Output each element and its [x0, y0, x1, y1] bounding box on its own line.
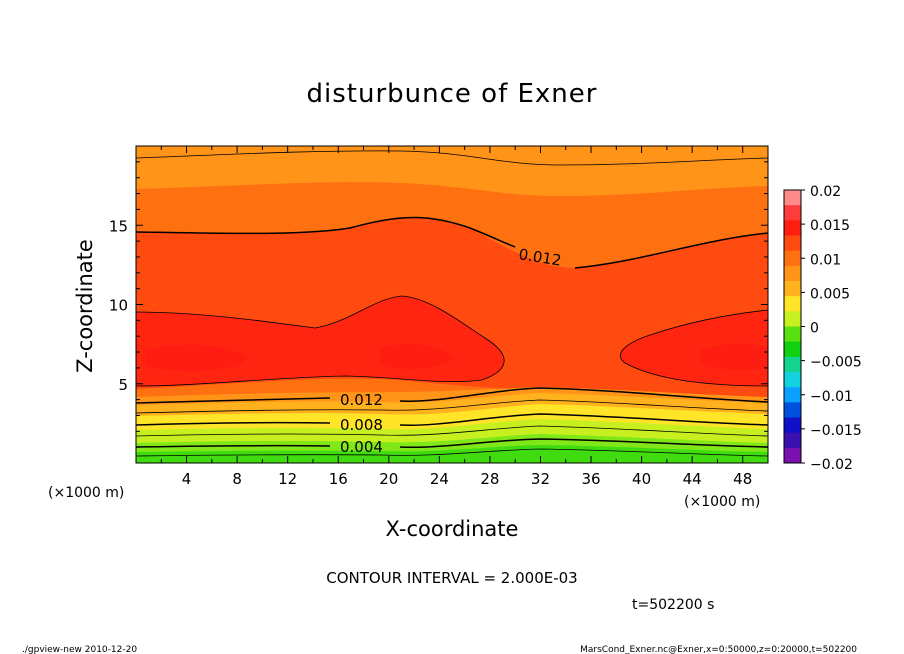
contour-label-0.012-lower: 0.012: [340, 391, 383, 409]
x-unit-left: (×1000 m): [48, 485, 124, 501]
contour-line-upper: [136, 150, 768, 166]
colorbar-swatch: [784, 190, 801, 206]
footer-left: ./gpview-new 2010-12-20: [22, 645, 137, 654]
colorbar-swatch: [784, 447, 801, 464]
contour-interval-text: CONTOUR INTERVAL = 2.000E-03: [326, 569, 577, 587]
colorbar-tick-label: −0.005: [810, 355, 862, 371]
colorbar-swatch: [784, 341, 801, 358]
colorbar-swatch: [784, 387, 801, 403]
colorbar-swatch: [784, 296, 801, 312]
x-tick-label: 8: [232, 470, 242, 488]
colorbar-swatch: [784, 265, 801, 282]
contour-line-0.006: [136, 425, 768, 437]
contour-line-inner-right: [620, 309, 768, 387]
y-tick-label: 5: [118, 376, 128, 394]
colorbar-tick-label: 0.01: [810, 252, 841, 268]
y-tick-label: 15: [109, 217, 128, 235]
colorbar-swatch: [784, 205, 801, 221]
x-axis-label: X-coordinate: [386, 517, 519, 541]
colorbar-swatch: [784, 281, 801, 297]
chart-title: disturbunce of Exner: [307, 79, 598, 109]
x-tick-label: 12: [278, 470, 297, 488]
x-tick-label: 36: [581, 470, 600, 488]
colorbar-swatch: [784, 326, 801, 343]
contour-line-0.002: [136, 448, 768, 457]
x-tick-label: 20: [379, 470, 398, 488]
colorbar-labels: 0.02 0.015 0.01 0.005 0 −0.005 −0.01 −0.015 −0.0…: [801, 184, 862, 473]
band-peak-left: [145, 344, 250, 372]
colorbar-tick-label: 0: [810, 321, 819, 337]
colorbar-swatch: [784, 372, 801, 388]
colorbar-tick-label: 0.005: [810, 286, 850, 302]
contour-label-0.008: 0.008: [340, 416, 383, 434]
colorbar-tick-label: 0.02: [810, 184, 841, 200]
contour-line-inner-left: [136, 295, 505, 387]
x-tick-label: 40: [632, 470, 651, 488]
contour-line-0.012-lower: [136, 387, 768, 404]
colorbar-swatch: [784, 417, 801, 434]
colorbar-swatch: [784, 235, 801, 252]
time-label: t=502200 s: [632, 597, 714, 613]
footer-right: MarsCond_Exner.nc@Exner,x=0:50000,z=0:20…: [580, 645, 857, 654]
contour-line-0.004: [136, 438, 768, 449]
contour-fill: [136, 146, 768, 463]
contour-line-0.010: [136, 399, 768, 414]
contour-label-0.004: 0.004: [340, 438, 383, 456]
colorbar-tick-label: −0.015: [810, 423, 862, 439]
colorbar-swatch: [784, 220, 801, 236]
colorbar-swatch: [784, 432, 801, 449]
x-tick-label: 4: [182, 470, 192, 488]
contour-line-0.012-upper: [136, 216, 768, 269]
band-peak-center: [380, 344, 455, 370]
contour-line-0.008: [136, 413, 768, 426]
colorbar-tick-label: −0.02: [810, 457, 853, 473]
y-tick-label: 10: [109, 297, 128, 315]
y-axis-label: Z-coordinate: [73, 239, 97, 373]
colorbar: [784, 190, 801, 464]
y-axis-ticks: 5 10 15: [109, 161, 768, 448]
x-unit-right: (×1000 m): [684, 494, 760, 510]
colorbar-swatch: [784, 356, 801, 373]
x-axis-ticks: 4 8 12 16 20 24 28 32 36 40 44 48: [160, 146, 769, 488]
colorbar-swatch: [784, 250, 801, 267]
x-tick-label: 16: [329, 470, 348, 488]
x-tick-label: 32: [531, 470, 550, 488]
colorbar-tick-label: 0.015: [810, 218, 850, 234]
contour-lines: [136, 150, 768, 457]
colorbar-tick-label: −0.01: [810, 389, 853, 405]
colorbar-swatch: [784, 402, 801, 418]
colorbar-swatch: [784, 311, 801, 327]
x-tick-label: 48: [733, 470, 752, 488]
x-tick-label: 28: [480, 470, 499, 488]
x-tick-label: 24: [430, 470, 449, 488]
band-peak-right: [700, 343, 768, 370]
x-tick-label: 44: [683, 470, 702, 488]
